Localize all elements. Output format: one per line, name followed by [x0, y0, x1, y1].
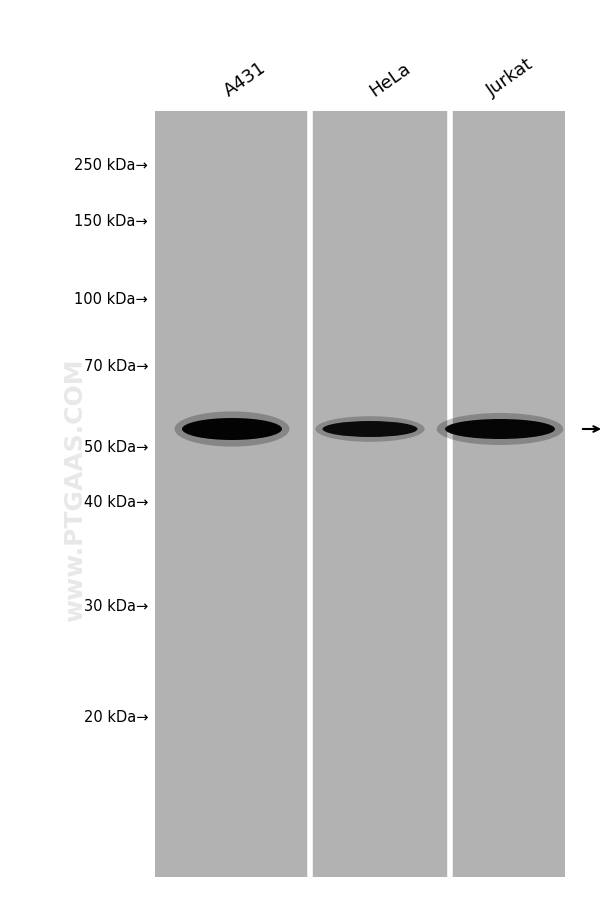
Text: 40 kDa→: 40 kDa→: [83, 495, 148, 510]
Text: HeLa: HeLa: [366, 59, 414, 100]
Ellipse shape: [316, 417, 425, 442]
Text: Jurkat: Jurkat: [484, 55, 536, 100]
Ellipse shape: [175, 412, 290, 447]
Text: 100 kDa→: 100 kDa→: [74, 292, 148, 308]
Text: 70 kDa→: 70 kDa→: [83, 359, 148, 374]
Ellipse shape: [323, 421, 418, 437]
Text: A431: A431: [221, 59, 269, 100]
Ellipse shape: [182, 419, 282, 440]
Text: www.PTGAAS.COM: www.PTGAAS.COM: [63, 358, 87, 621]
Text: 50 kDa→: 50 kDa→: [83, 440, 148, 455]
Bar: [155, 112, 565, 877]
Ellipse shape: [437, 413, 563, 446]
Text: 150 kDa→: 150 kDa→: [74, 215, 148, 229]
Ellipse shape: [445, 419, 555, 439]
Text: 30 kDa→: 30 kDa→: [84, 599, 148, 614]
Text: 20 kDa→: 20 kDa→: [83, 710, 148, 724]
Text: 250 kDa→: 250 kDa→: [74, 157, 148, 172]
